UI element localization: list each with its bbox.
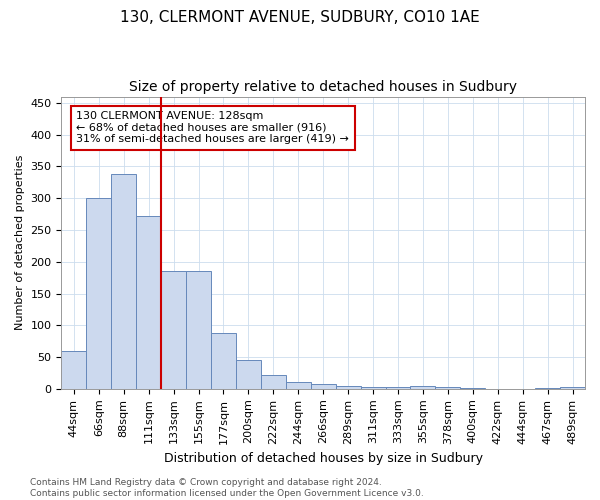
Bar xyxy=(186,272,211,389)
Bar xyxy=(86,198,111,389)
Bar xyxy=(560,387,585,389)
Bar xyxy=(211,333,236,389)
Title: Size of property relative to detached houses in Sudbury: Size of property relative to detached ho… xyxy=(129,80,517,94)
Text: 130 CLERMONT AVENUE: 128sqm
← 68% of detached houses are smaller (916)
31% of se: 130 CLERMONT AVENUE: 128sqm ← 68% of det… xyxy=(76,111,349,144)
Bar xyxy=(236,360,261,389)
Bar xyxy=(111,174,136,389)
X-axis label: Distribution of detached houses by size in Sudbury: Distribution of detached houses by size … xyxy=(164,452,483,465)
Y-axis label: Number of detached properties: Number of detached properties xyxy=(15,155,25,330)
Bar xyxy=(311,384,335,389)
Text: Contains HM Land Registry data © Crown copyright and database right 2024.
Contai: Contains HM Land Registry data © Crown c… xyxy=(30,478,424,498)
Text: 130, CLERMONT AVENUE, SUDBURY, CO10 1AE: 130, CLERMONT AVENUE, SUDBURY, CO10 1AE xyxy=(120,10,480,25)
Bar xyxy=(535,388,560,389)
Bar xyxy=(161,272,186,389)
Bar xyxy=(61,350,86,389)
Bar xyxy=(460,388,485,389)
Bar xyxy=(436,387,460,389)
Bar xyxy=(386,387,410,389)
Bar xyxy=(361,387,386,389)
Bar xyxy=(261,376,286,389)
Bar xyxy=(136,216,161,389)
Bar xyxy=(410,386,436,389)
Bar xyxy=(286,382,311,389)
Bar xyxy=(335,386,361,389)
